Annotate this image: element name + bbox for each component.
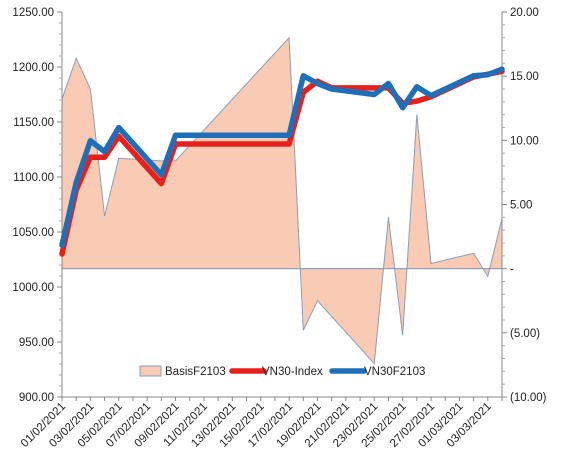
basis-area [61, 36, 503, 365]
legend-swatch-basisf2103 [139, 365, 162, 377]
legend-label-vn30f2103: VN30F2103 [364, 366, 425, 378]
legend-label-vn30-index: VN30-Index [262, 366, 323, 378]
right-tick-label: (5.00) [510, 328, 540, 340]
right-tick-label: 5.00 [510, 200, 532, 212]
right-tick-label: 15.00 [510, 71, 539, 83]
vn30-index-line [59, 68, 505, 257]
right-tick-label: (10.00) [510, 392, 547, 404]
left-tick-label: 1200.00 [12, 62, 54, 74]
vn30f2103-line [59, 66, 505, 248]
left-tick-label: 1050.00 [12, 227, 54, 239]
left-tick-label: 1000.00 [12, 282, 54, 294]
left-tick-label: 950.00 [19, 337, 54, 349]
left-tick-label: 900.00 [19, 392, 54, 404]
right-tick-label: - [510, 264, 514, 276]
legend: BasisF2103 VN30-Index VN30F2103 [139, 365, 425, 378]
left-tick-label: 1250.00 [12, 7, 54, 19]
right-tick-label: 10.00 [510, 135, 539, 147]
left-tick-label: 1100.00 [13, 172, 54, 184]
left-tick-label: 1150.00 [13, 117, 54, 129]
price-lines-layer [59, 66, 505, 257]
legend-label-basisf2103: BasisF2103 [165, 366, 226, 378]
basis-area-layer [61, 36, 503, 365]
right-tick-label: 20.00 [510, 7, 539, 19]
